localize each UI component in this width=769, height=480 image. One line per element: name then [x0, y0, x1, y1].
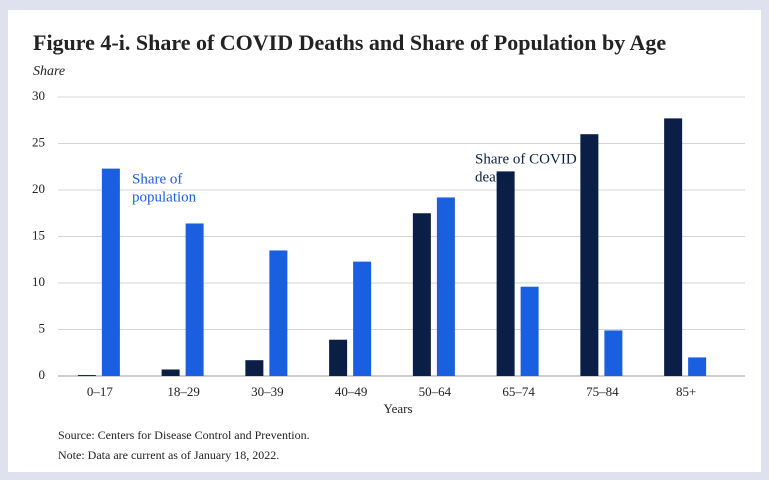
annotation: population [132, 189, 197, 205]
bar [161, 369, 180, 376]
panel [8, 10, 761, 472]
source-note: Note: Data are current as of January 18,… [58, 448, 279, 462]
y-tick-label: 30 [32, 88, 45, 103]
x-tick-label: 18–29 [167, 384, 200, 399]
x-tick-label: 65–74 [502, 384, 535, 399]
bar [269, 250, 288, 376]
y-tick-label: 15 [32, 227, 45, 242]
x-axis-label: Years [383, 401, 412, 416]
annotation: Share of COVID [475, 151, 577, 167]
y-tick-label: 10 [32, 274, 45, 289]
y-tick-label: 5 [39, 320, 46, 335]
annotation: Share of [132, 171, 182, 187]
bar [77, 375, 96, 376]
x-tick-label: 85+ [676, 384, 696, 399]
bar [436, 197, 455, 376]
bar [185, 223, 204, 376]
bar [580, 134, 599, 376]
bar [412, 213, 431, 376]
x-tick-label: 50–64 [419, 384, 452, 399]
bar [520, 286, 539, 376]
x-tick-label: 0–17 [87, 384, 114, 399]
chart-title: Figure 4-i. Share of COVID Deaths and Sh… [33, 30, 666, 55]
y-tick-label: 20 [32, 181, 45, 196]
bar [101, 168, 120, 376]
bar [496, 171, 515, 376]
annotation: deaths [475, 169, 513, 185]
y-tick-label: 0 [39, 367, 46, 382]
x-tick-label: 75–84 [586, 384, 619, 399]
bar [245, 360, 264, 376]
bar [604, 330, 623, 376]
x-tick-label: 40–49 [335, 384, 368, 399]
y-axis-label: Share [33, 64, 65, 79]
bar [353, 261, 372, 376]
bar [688, 357, 707, 376]
y-tick-label: 25 [32, 134, 45, 149]
x-tick-label: 30–39 [251, 384, 284, 399]
bar [664, 118, 683, 376]
source-note: Source: Centers for Disease Control and … [58, 428, 310, 442]
bar [329, 339, 348, 376]
